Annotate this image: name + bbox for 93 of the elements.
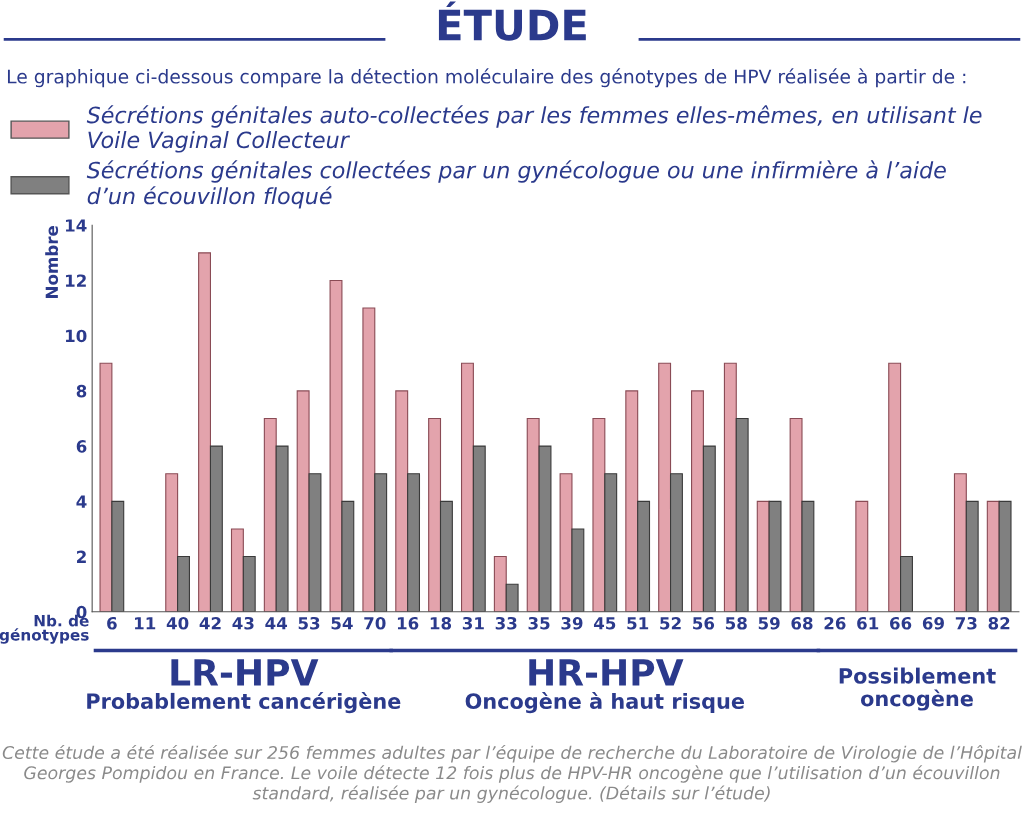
bar [308, 473, 322, 612]
bar [230, 528, 244, 612]
bar [242, 556, 256, 612]
bar [362, 307, 376, 612]
y-tick-label: 10 [65, 329, 87, 343]
bar [658, 362, 672, 612]
bar [460, 362, 474, 612]
bar [538, 445, 552, 612]
x-tick-label: 53 [298, 616, 320, 630]
text: Cette étude a été réalisée sur 256 femmes adultes par l’équipe de recherche du Laboratoire de Virologie de l’Hôpital Georges Pompidou en France. Le voile détecte 12 fois plus de HPV-HR oncogène que l’utilisation d’un écouvillon standard, réalisée par un gynécologue. (Détails sur l’étude) [2, 744, 1022, 803]
bar [953, 473, 967, 612]
text: Possiblement oncogène [839, 667, 996, 711]
x-tick-label: 56 [693, 616, 715, 630]
bar [439, 500, 453, 612]
x-tick-label: 16 [397, 616, 419, 630]
y-tick-label: 8 [76, 384, 87, 398]
x-tick-label: 82 [988, 616, 1010, 630]
x-tick-label: 26 [824, 616, 846, 630]
x-tick-label: 59 [758, 616, 780, 630]
x-tick-label: 69 [922, 616, 944, 630]
bar [768, 500, 782, 612]
bar [329, 279, 343, 612]
bar [275, 445, 289, 612]
x-tick-label: 54 [331, 617, 353, 630]
x-tick-label: 44 [265, 617, 288, 630]
x-tick-label: 35 [528, 616, 550, 630]
bar [637, 500, 651, 612]
x-tick-label: 70 [364, 616, 386, 630]
y-tick-label: 12 [65, 274, 86, 287]
bar [165, 473, 179, 612]
text: LR-HPV [171, 659, 319, 686]
y-tick-label: 6 [76, 440, 87, 453]
bar [505, 583, 519, 612]
x-tick-label: 42 [199, 616, 221, 630]
y-axis-title: Nombre [45, 226, 59, 298]
bar [789, 417, 803, 612]
bar [428, 417, 442, 612]
chart-title: ÉTUDE [438, 1, 586, 41]
x-tick-label: 58 [725, 616, 747, 630]
bar [571, 528, 585, 612]
bar [888, 362, 902, 612]
bar [407, 473, 421, 612]
bar [691, 390, 704, 612]
legend-label: Sécrétions génitales auto-collectées par les femmes elles-mêmes, en utilisant le Voile Vaginal Collecteur [86, 105, 982, 153]
bar [177, 556, 190, 612]
text: Oncogène à haut risque [465, 692, 744, 714]
chart-subtitle: Le graphique ci-dessous compare la détection moléculaire des génotypes de HPV réalisée à partir de : [7, 68, 966, 88]
x-tick-label: 45 [593, 617, 616, 630]
bar [965, 500, 979, 612]
bar [559, 473, 573, 612]
bar [198, 252, 212, 612]
x-tick-label: 33 [495, 616, 517, 630]
bar [111, 500, 125, 612]
bar [998, 500, 1012, 612]
bar [472, 445, 486, 612]
legend-label: Sécrétions génitales collectées par un gynécologue ou une infirmière à l’aide d’un écouvillon floqué [86, 160, 946, 209]
x-tick-label: 11 [135, 617, 156, 630]
bar [702, 445, 716, 612]
bar [900, 556, 913, 612]
x-tick-label: 52 [660, 616, 681, 630]
x-tick-label: 66 [890, 616, 912, 630]
x-tick-label: 6 [107, 616, 117, 630]
y-tick-label: 4 [76, 495, 87, 508]
x-tick-label: 73 [955, 616, 977, 630]
bar [493, 556, 507, 612]
bar [986, 500, 1000, 612]
y-tick-label: 2 [77, 550, 86, 563]
bar [209, 445, 223, 612]
bar [341, 500, 355, 612]
x-tick-label: 18 [430, 616, 452, 630]
bar [263, 417, 277, 612]
text: HR-HPV [529, 659, 684, 686]
bar [296, 390, 310, 612]
bar [395, 390, 409, 612]
x-tick-label: 39 [561, 616, 583, 630]
bar [723, 362, 737, 612]
bar [855, 500, 869, 612]
bar [669, 473, 683, 612]
bar [99, 362, 113, 612]
bar [592, 417, 606, 612]
x-tick-label: 51 [627, 617, 649, 630]
x-tick-label: 61 [857, 616, 879, 630]
x-tick-label: 31 [462, 616, 484, 630]
bar [374, 473, 388, 612]
x-tick-label: 68 [791, 616, 813, 630]
bar [604, 473, 618, 612]
x-tick-label: 43 [232, 616, 254, 630]
bar [625, 390, 639, 612]
bar [735, 417, 749, 612]
bar [801, 500, 815, 612]
x-tick-label: 40 [166, 616, 189, 630]
text: Probablement cancérigène [87, 692, 401, 714]
y-tick-label: 14 [65, 219, 87, 232]
